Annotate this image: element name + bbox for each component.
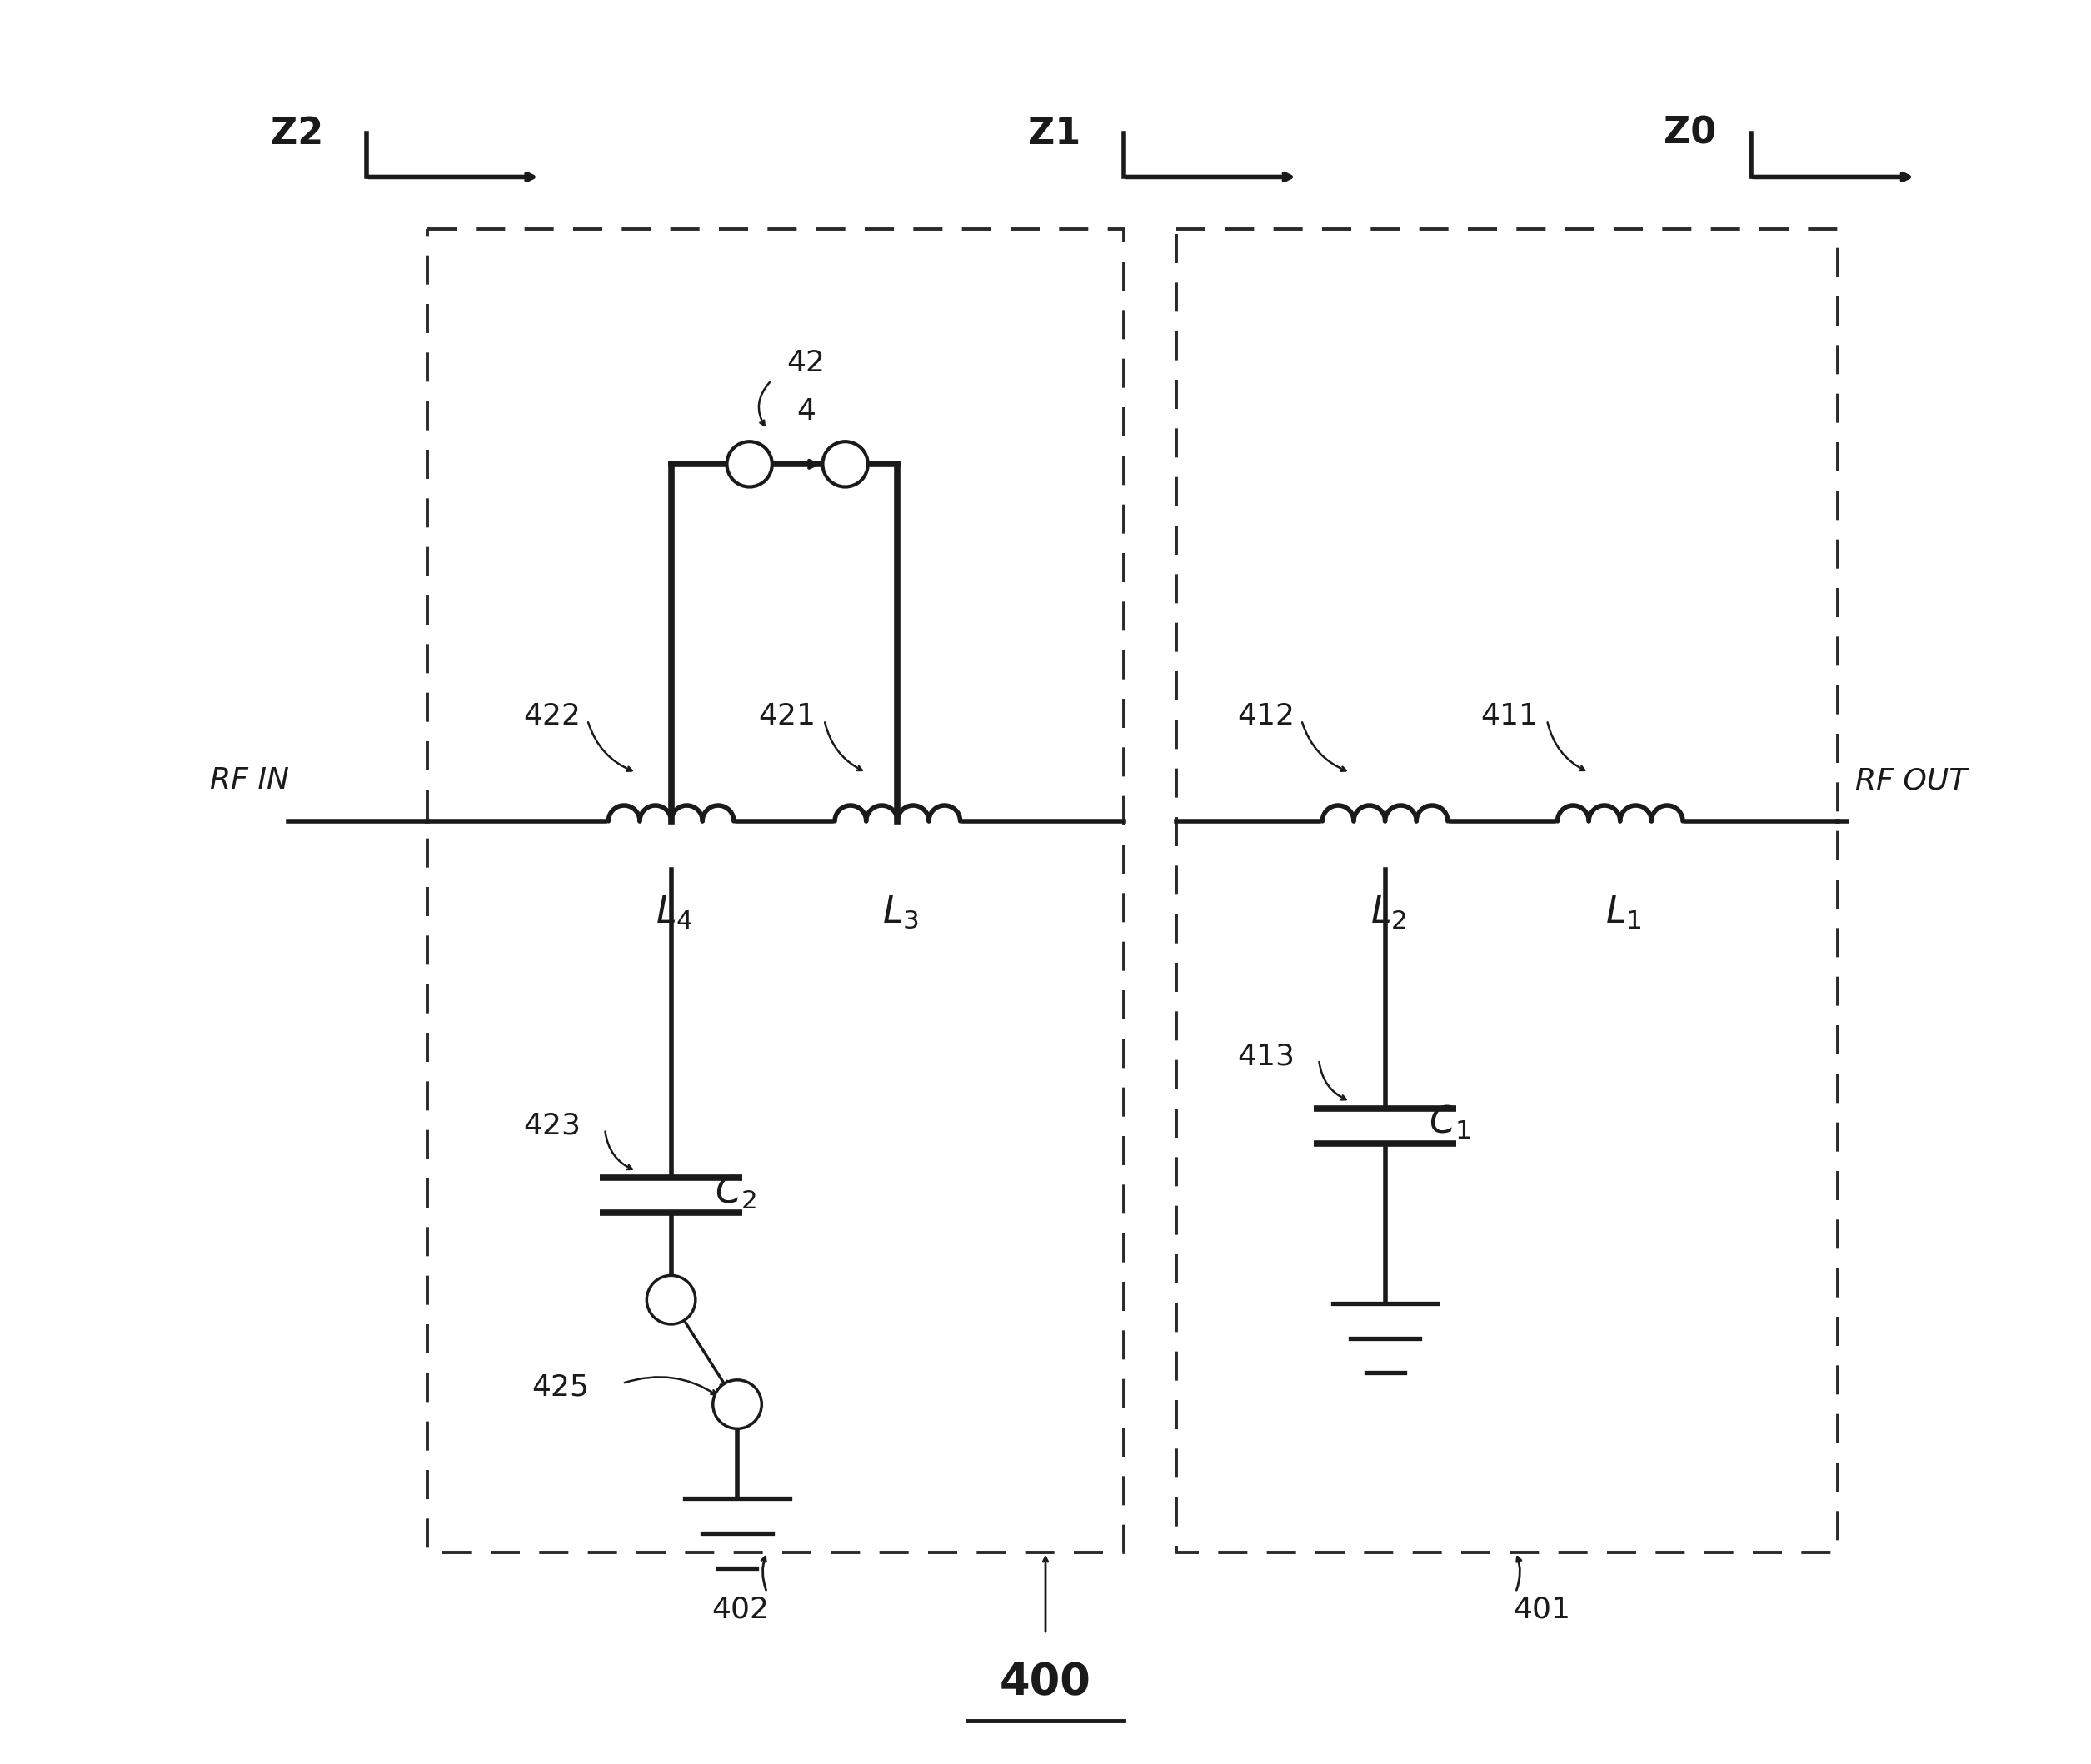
Circle shape (728, 441, 772, 487)
Text: 425: 425 (531, 1372, 590, 1401)
Text: 422: 422 (523, 702, 581, 730)
Text: 400: 400 (999, 1662, 1092, 1704)
Text: RF OUT: RF OUT (1855, 767, 1968, 796)
Text: 42: 42 (786, 349, 826, 377)
Text: 401: 401 (1514, 1596, 1570, 1625)
Circle shape (713, 1379, 761, 1429)
Text: 423: 423 (523, 1111, 581, 1140)
Text: $L_2$: $L_2$ (1370, 894, 1407, 931)
Text: $C_2$: $C_2$ (715, 1173, 757, 1210)
Text: $C_1$: $C_1$ (1428, 1104, 1470, 1141)
Text: $L_4$: $L_4$ (657, 894, 694, 931)
Text: $L_1$: $L_1$ (1606, 894, 1641, 931)
Text: RF IN: RF IN (209, 767, 289, 796)
Circle shape (822, 441, 868, 487)
Text: Z1: Z1 (1029, 115, 1081, 152)
Text: $L_3$: $L_3$ (882, 894, 920, 930)
Text: Z2: Z2 (270, 115, 324, 152)
Text: 402: 402 (713, 1596, 769, 1625)
Text: 412: 412 (1238, 702, 1294, 730)
Text: 4: 4 (797, 397, 815, 425)
Text: 413: 413 (1238, 1043, 1294, 1071)
Text: Z0: Z0 (1664, 115, 1717, 152)
Circle shape (646, 1275, 696, 1325)
Text: 421: 421 (759, 702, 815, 730)
Text: 411: 411 (1480, 702, 1539, 730)
